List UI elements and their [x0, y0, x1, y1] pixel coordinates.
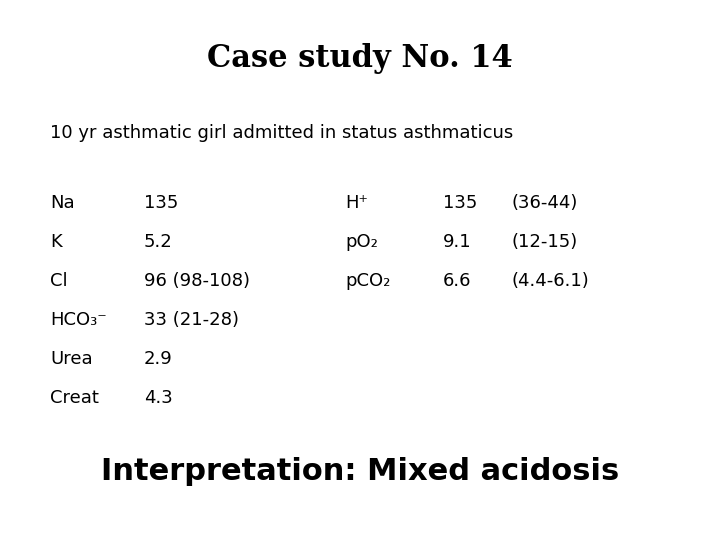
Text: pO₂: pO₂ [346, 233, 379, 251]
Text: 5.2: 5.2 [144, 233, 173, 251]
Text: HCO₃⁻: HCO₃⁻ [50, 311, 107, 329]
Text: 135: 135 [443, 194, 477, 212]
Text: 2.9: 2.9 [144, 350, 173, 368]
Text: Case study No. 14: Case study No. 14 [207, 43, 513, 74]
Text: Urea: Urea [50, 350, 93, 368]
Text: Creat: Creat [50, 389, 99, 407]
Text: 10 yr asthmatic girl admitted in status asthmaticus: 10 yr asthmatic girl admitted in status … [50, 124, 513, 142]
Text: H⁺: H⁺ [346, 194, 369, 212]
Text: 6.6: 6.6 [443, 272, 472, 290]
Text: 135: 135 [144, 194, 179, 212]
Text: (36-44): (36-44) [511, 194, 577, 212]
Text: (12-15): (12-15) [511, 233, 577, 251]
Text: Na: Na [50, 194, 75, 212]
Text: 9.1: 9.1 [443, 233, 472, 251]
Text: 96 (98-108): 96 (98-108) [144, 272, 250, 290]
Text: 4.3: 4.3 [144, 389, 173, 407]
Text: 33 (21-28): 33 (21-28) [144, 311, 239, 329]
Text: pCO₂: pCO₂ [346, 272, 391, 290]
Text: K: K [50, 233, 62, 251]
Text: (4.4-6.1): (4.4-6.1) [511, 272, 589, 290]
Text: Interpretation: Mixed acidosis: Interpretation: Mixed acidosis [101, 457, 619, 486]
Text: Cl: Cl [50, 272, 68, 290]
